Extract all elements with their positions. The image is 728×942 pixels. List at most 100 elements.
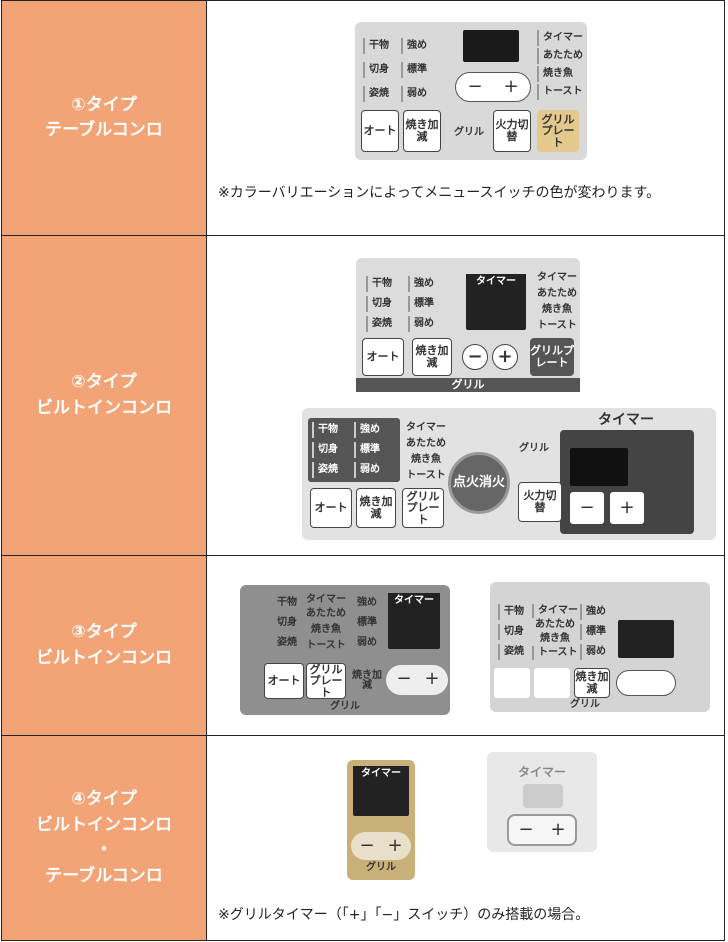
panel-text: オート — [362, 338, 404, 376]
panel-part — [455, 72, 531, 102]
row-label: ③タイプ ビルトインコンロ — [2, 556, 207, 735]
panel-text: あたため — [306, 607, 346, 619]
panel-text: + — [424, 667, 440, 689]
panel-text: グリルプレート — [530, 338, 574, 376]
panel-text: タイマー — [537, 30, 583, 46]
panel-text: タイマー — [537, 271, 577, 283]
panel-text: あたため — [537, 287, 577, 299]
panel-text: グリルプレート — [306, 663, 346, 699]
panel-part — [386, 665, 448, 695]
panel-part — [534, 668, 570, 698]
panel-text: グリル — [570, 698, 600, 710]
table-row: ③タイプ ビルトインコンロ — [1, 555, 725, 736]
panel-text: + — [610, 492, 644, 524]
panel-text: 弱め — [357, 636, 377, 648]
control-panel: 干物 強め 切身 標準 姿焼 弱め タイマー あたため 焼き魚 トースト − + オート 焼き加減 グリル火… — [355, 22, 587, 160]
panel-text: オート — [310, 488, 352, 528]
table-row: ②タイプ ビルトインコンロ — [1, 235, 725, 556]
panel-text: グリル — [454, 126, 484, 138]
panel-text: タイマー — [532, 604, 578, 618]
panel-text: あたため — [537, 48, 583, 64]
table-row: ④タイプ ビルトインコンロ・テーブルコンロ — [1, 735, 725, 941]
label-line: テーブルコンロ — [45, 865, 163, 886]
panel-text: タイマー — [388, 593, 440, 609]
panel-text: 切身 — [277, 616, 297, 628]
panel-part — [494, 668, 530, 698]
panel-text: タイマー — [517, 764, 566, 779]
panel-text: 弱め — [408, 316, 446, 332]
panel-text: グリル — [356, 378, 580, 392]
panel-text: + — [503, 75, 519, 97]
panel-text: トースト — [532, 646, 578, 660]
panel-text: 焼き魚 — [311, 623, 341, 635]
panel-text: オート — [361, 110, 399, 152]
panel-text: 焼き魚 — [537, 66, 583, 82]
panel-text: 標準 — [357, 616, 377, 628]
label-line: ①タイプ — [71, 94, 137, 115]
panel-text: グリルプレート — [537, 110, 579, 152]
panel-text: 焼き魚 — [540, 632, 570, 644]
panel-text: トースト — [537, 319, 577, 331]
panel-text: 切身 — [366, 296, 404, 312]
row-label: ①タイプテーブルコンロ — [2, 1, 207, 235]
panel-text: 弱め — [354, 462, 394, 478]
row-label: ②タイプ ビルトインコンロ — [2, 236, 207, 555]
control-panel: 干物 強め 切身 標準 姿焼 弱め タイマー あたため 焼き魚 トースト 点火消火 グリル 火力切替 タイ… — [302, 408, 716, 540]
panel-text: 火力切替 — [493, 110, 531, 152]
label-line: ビルトインコンロ — [36, 647, 172, 668]
panel-text: 焼き加減 — [352, 669, 382, 691]
panel-text: グリル — [519, 442, 549, 454]
panel-text: タイマー — [466, 274, 526, 290]
panel-text: トースト — [537, 84, 583, 100]
panel-text: 強め — [580, 604, 614, 620]
panel-part — [351, 832, 411, 860]
panel-text: − — [467, 75, 483, 97]
panel-part — [448, 452, 510, 514]
panel-text: 強め — [401, 38, 437, 54]
control-panel: タイマー − + — [487, 752, 597, 852]
panel-text: あたため — [406, 437, 446, 449]
panel-part — [618, 620, 674, 658]
panel-text: 強め — [354, 422, 394, 438]
panel-text: 焼き加減 — [574, 668, 610, 698]
panel-text: 姿焼 — [277, 636, 297, 648]
panel-text: 標準 — [408, 296, 446, 312]
panel-text: 焼き加減 — [412, 338, 452, 376]
panel-text: 強め — [357, 596, 377, 608]
panel-text: タイマー — [306, 593, 346, 605]
panel-text: 標準 — [401, 62, 437, 78]
label-line: ④タイプ — [71, 789, 137, 809]
label-line: ビルトインコンロ — [36, 814, 172, 835]
panel-text: グリル — [366, 861, 396, 873]
panel-text: トースト — [406, 469, 446, 481]
control-panel: タイマー − + グリル — [347, 760, 415, 880]
panel-text: トースト — [306, 639, 346, 651]
row-label: ④タイプ ビルトインコンロ・テーブルコンロ — [2, 736, 207, 940]
panel-text: 姿焼 — [366, 316, 404, 332]
control-panel: 干物 タイマー 強め 切身 あたため 標準 焼き魚 姿焼 トースト 弱め 焼き加減 グリル — [490, 582, 710, 712]
panel-part — [523, 784, 563, 808]
label-line: テーブルコンロ — [45, 120, 163, 140]
panel-text: + — [492, 344, 518, 370]
panel-part — [616, 670, 676, 696]
panel-text: 姿焼 — [498, 644, 532, 660]
panel-text: タイマー — [353, 766, 409, 782]
panel-text: タイマー — [406, 421, 446, 433]
panel-text: 切身 — [498, 624, 532, 640]
panel-text: 弱め — [580, 644, 614, 660]
panel-text: 姿焼 — [363, 86, 399, 102]
panel-text: 干物 — [366, 276, 404, 292]
note: ※グリルタイマー（「+」「−」スイッチ）のみ搭載の場合。 — [218, 907, 590, 923]
label-line: ②タイプ — [71, 372, 137, 392]
panel-text: 焼き魚 — [542, 303, 572, 315]
panel-text: 標準 — [580, 624, 614, 640]
panel-text: − — [359, 834, 375, 856]
panel-text: 干物 — [498, 604, 532, 620]
panel-text: 姿焼 — [312, 462, 352, 478]
panel-text: グリル — [330, 700, 360, 712]
panel-text: + — [387, 834, 403, 856]
panel-text: 切身 — [312, 442, 352, 458]
panel-text: 焼き加減 — [403, 110, 441, 152]
panel-text: − — [462, 344, 488, 370]
